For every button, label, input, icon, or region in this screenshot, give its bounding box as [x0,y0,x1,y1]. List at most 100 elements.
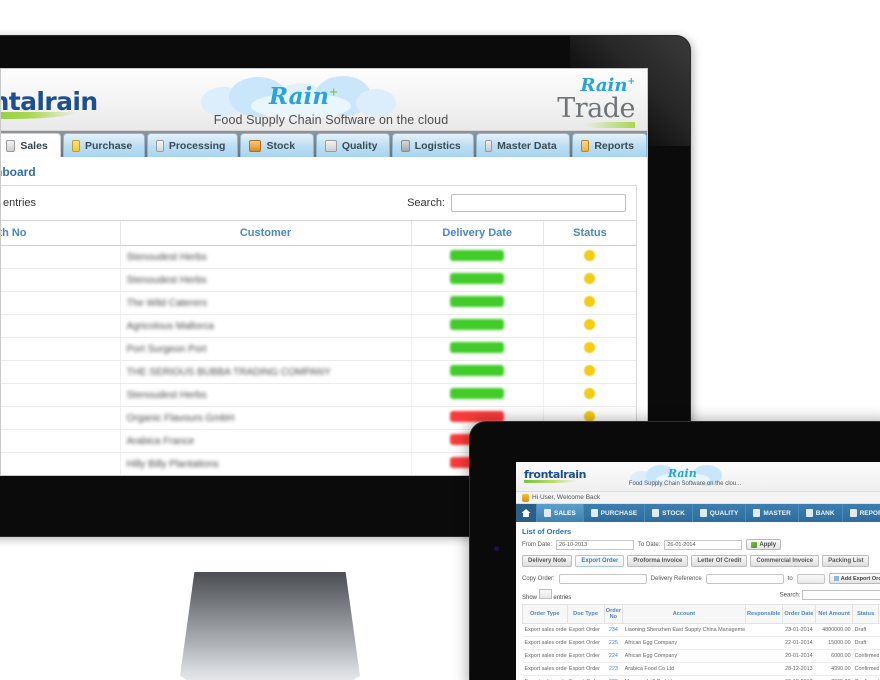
cell-status [542,291,636,315]
table-row[interactable]: Port Surgeon Port [1,337,636,361]
from-date-input[interactable]: 26-10-2013 [556,539,635,550]
cell-customer: Arabica France [119,429,412,453]
frontalrain-logo[interactable]: frontalrain [1,87,98,119]
table-row[interactable]: Export sales order Export Order 225 African… [522,636,880,651]
tablet-orders-table-body: Export sales order Export Order 234 Liaonin… [522,623,880,680]
tcell-email[interactable] [878,675,880,680]
tablet-entries-label: entries [553,595,572,601]
tcell-responsible [745,636,783,651]
tablet-search-group: Search: [780,590,880,600]
folder-icon [71,139,80,152]
to-date-input[interactable]: 26-01-2014 [664,539,743,550]
tcol-order-date[interactable]: Order Date [781,603,817,625]
tcol-responsible[interactable]: Responsible [744,603,783,625]
cell-customer: The Wild Caterers [119,291,412,315]
tcell-status: Confirmed [852,675,879,680]
table-row[interactable]: Stenoudest Herbs [1,245,636,269]
delivery-date-badge [450,388,505,399]
tcell-email[interactable] [878,662,880,677]
btn-packing-list[interactable]: Packing List [822,555,870,567]
col-auth-no[interactable]: k Auth No [1,220,121,246]
table-row[interactable]: Export sales order Export Order 224 African… [522,649,880,664]
tab-logistics[interactable]: Logistics [392,133,474,157]
tcol-email[interactable]: Email [878,603,880,625]
delivery-reference-select[interactable] [705,573,784,584]
tab-sales[interactable]: Sales [1,133,61,157]
cell-status [542,268,636,292]
bank-icon [805,509,813,517]
tablet-frontalrain-logo[interactable]: frontalrain [524,468,587,483]
btn-export-order[interactable]: Export Order [575,555,625,567]
table-row[interactable]: The Wild Caterers [1,291,636,315]
status-indicator-icon [584,250,596,261]
table-row[interactable]: Agricolous Mallorca [1,314,636,338]
show-count-select[interactable] [538,589,552,599]
add-export-order-button[interactable]: Add Export Order [828,573,880,584]
cell-auth-no [1,314,121,338]
tcol-doc-type[interactable]: Doc Type [566,603,605,625]
tcol-status[interactable]: Status [852,603,880,625]
nav-master[interactable]: MASTER [745,504,797,522]
delivery-date-badge [450,411,505,422]
apply-icon [751,541,758,548]
nav-reports[interactable]: REPORTS [841,504,880,522]
show-entries-group: Show entries [522,589,571,601]
to-select[interactable] [796,573,825,584]
cell-delivery-date [410,337,544,361]
table-row[interactable]: Stenoudest Herbs [1,383,636,407]
tcell-order-no: 224 [604,649,623,664]
nav-home-button[interactable] [516,504,536,522]
col-customer[interactable]: Customer [119,220,412,246]
tablet-search-input[interactable] [802,590,880,600]
tcell-email[interactable] [878,623,880,638]
tcol-net-amount[interactable]: Net Amount [815,603,854,625]
tcol-account[interactable]: Account [622,603,746,625]
copy-order-select[interactable] [558,573,647,584]
nav-stock[interactable]: STOCK [644,504,692,522]
nav-sales[interactable]: SALES [536,504,583,522]
status-indicator-icon [584,388,596,399]
cell-status [542,383,636,407]
delivery-date-badge [450,296,505,307]
database-icon [484,139,493,152]
tcell-email[interactable] [878,636,880,651]
table-row[interactable]: Stenoudest Herbs [1,268,636,292]
grid-icon [156,139,164,152]
tab-stock[interactable]: Stock [240,133,315,157]
box-icon [249,139,262,152]
cell-auth-no [1,291,121,315]
btn-delivery-note[interactable]: Delivery Note [522,555,573,567]
tab-master-data[interactable]: Master Data [475,133,570,157]
tcell-responsible [745,675,783,680]
truck-icon [401,139,410,152]
tcell-email[interactable] [878,649,880,664]
entries-selector[interactable]: ▲▼ entries [1,194,36,212]
tcol-order-no[interactable]: Order No [603,603,624,625]
breadcrumb: Dashboard [1,165,36,179]
col-status[interactable]: Status [542,220,636,246]
tab-reports[interactable]: Reports [571,133,647,157]
btn-letter-of-credit[interactable]: Letter Of Credit [691,555,748,567]
tcol-order-type[interactable]: Order Type [522,603,568,625]
table-row[interactable]: THE SERIOUS BUBBA TRADING COMPANY [1,360,636,384]
table-row[interactable]: Export sales order Export Order 223 Arabica… [522,662,880,677]
search-input[interactable] [451,194,626,212]
nav-quality[interactable]: QUALITY [691,504,746,522]
tcell-order-no: 223 [604,662,623,677]
tcell-order-type: Export sales order [522,636,568,651]
tcell-net-amount: 4990.00 [815,662,853,677]
nav-bank[interactable]: BANK [797,504,842,522]
nav-purchase[interactable]: PURCHASE [582,504,644,522]
to-date-label: To Date: [638,541,661,548]
apply-button[interactable]: Apply [746,539,782,550]
cell-delivery-date [410,245,544,269]
tablet-tagline: Food Supply Chain Software on the clou..… [628,481,742,487]
btn-commercial-invoice[interactable]: Commercial Invoice [750,555,820,567]
col-delivery-date[interactable]: Delivery Date [410,220,544,246]
table-row[interactable]: Export sales order Export Order 234 Liaonin… [522,623,880,638]
tab-purchase[interactable]: Purchase [62,133,146,157]
tab-quality[interactable]: Quality [316,133,391,157]
btn-proforma-invoice[interactable]: Proforma Invoice [627,555,689,567]
tab-processing[interactable]: Processing [147,133,239,157]
